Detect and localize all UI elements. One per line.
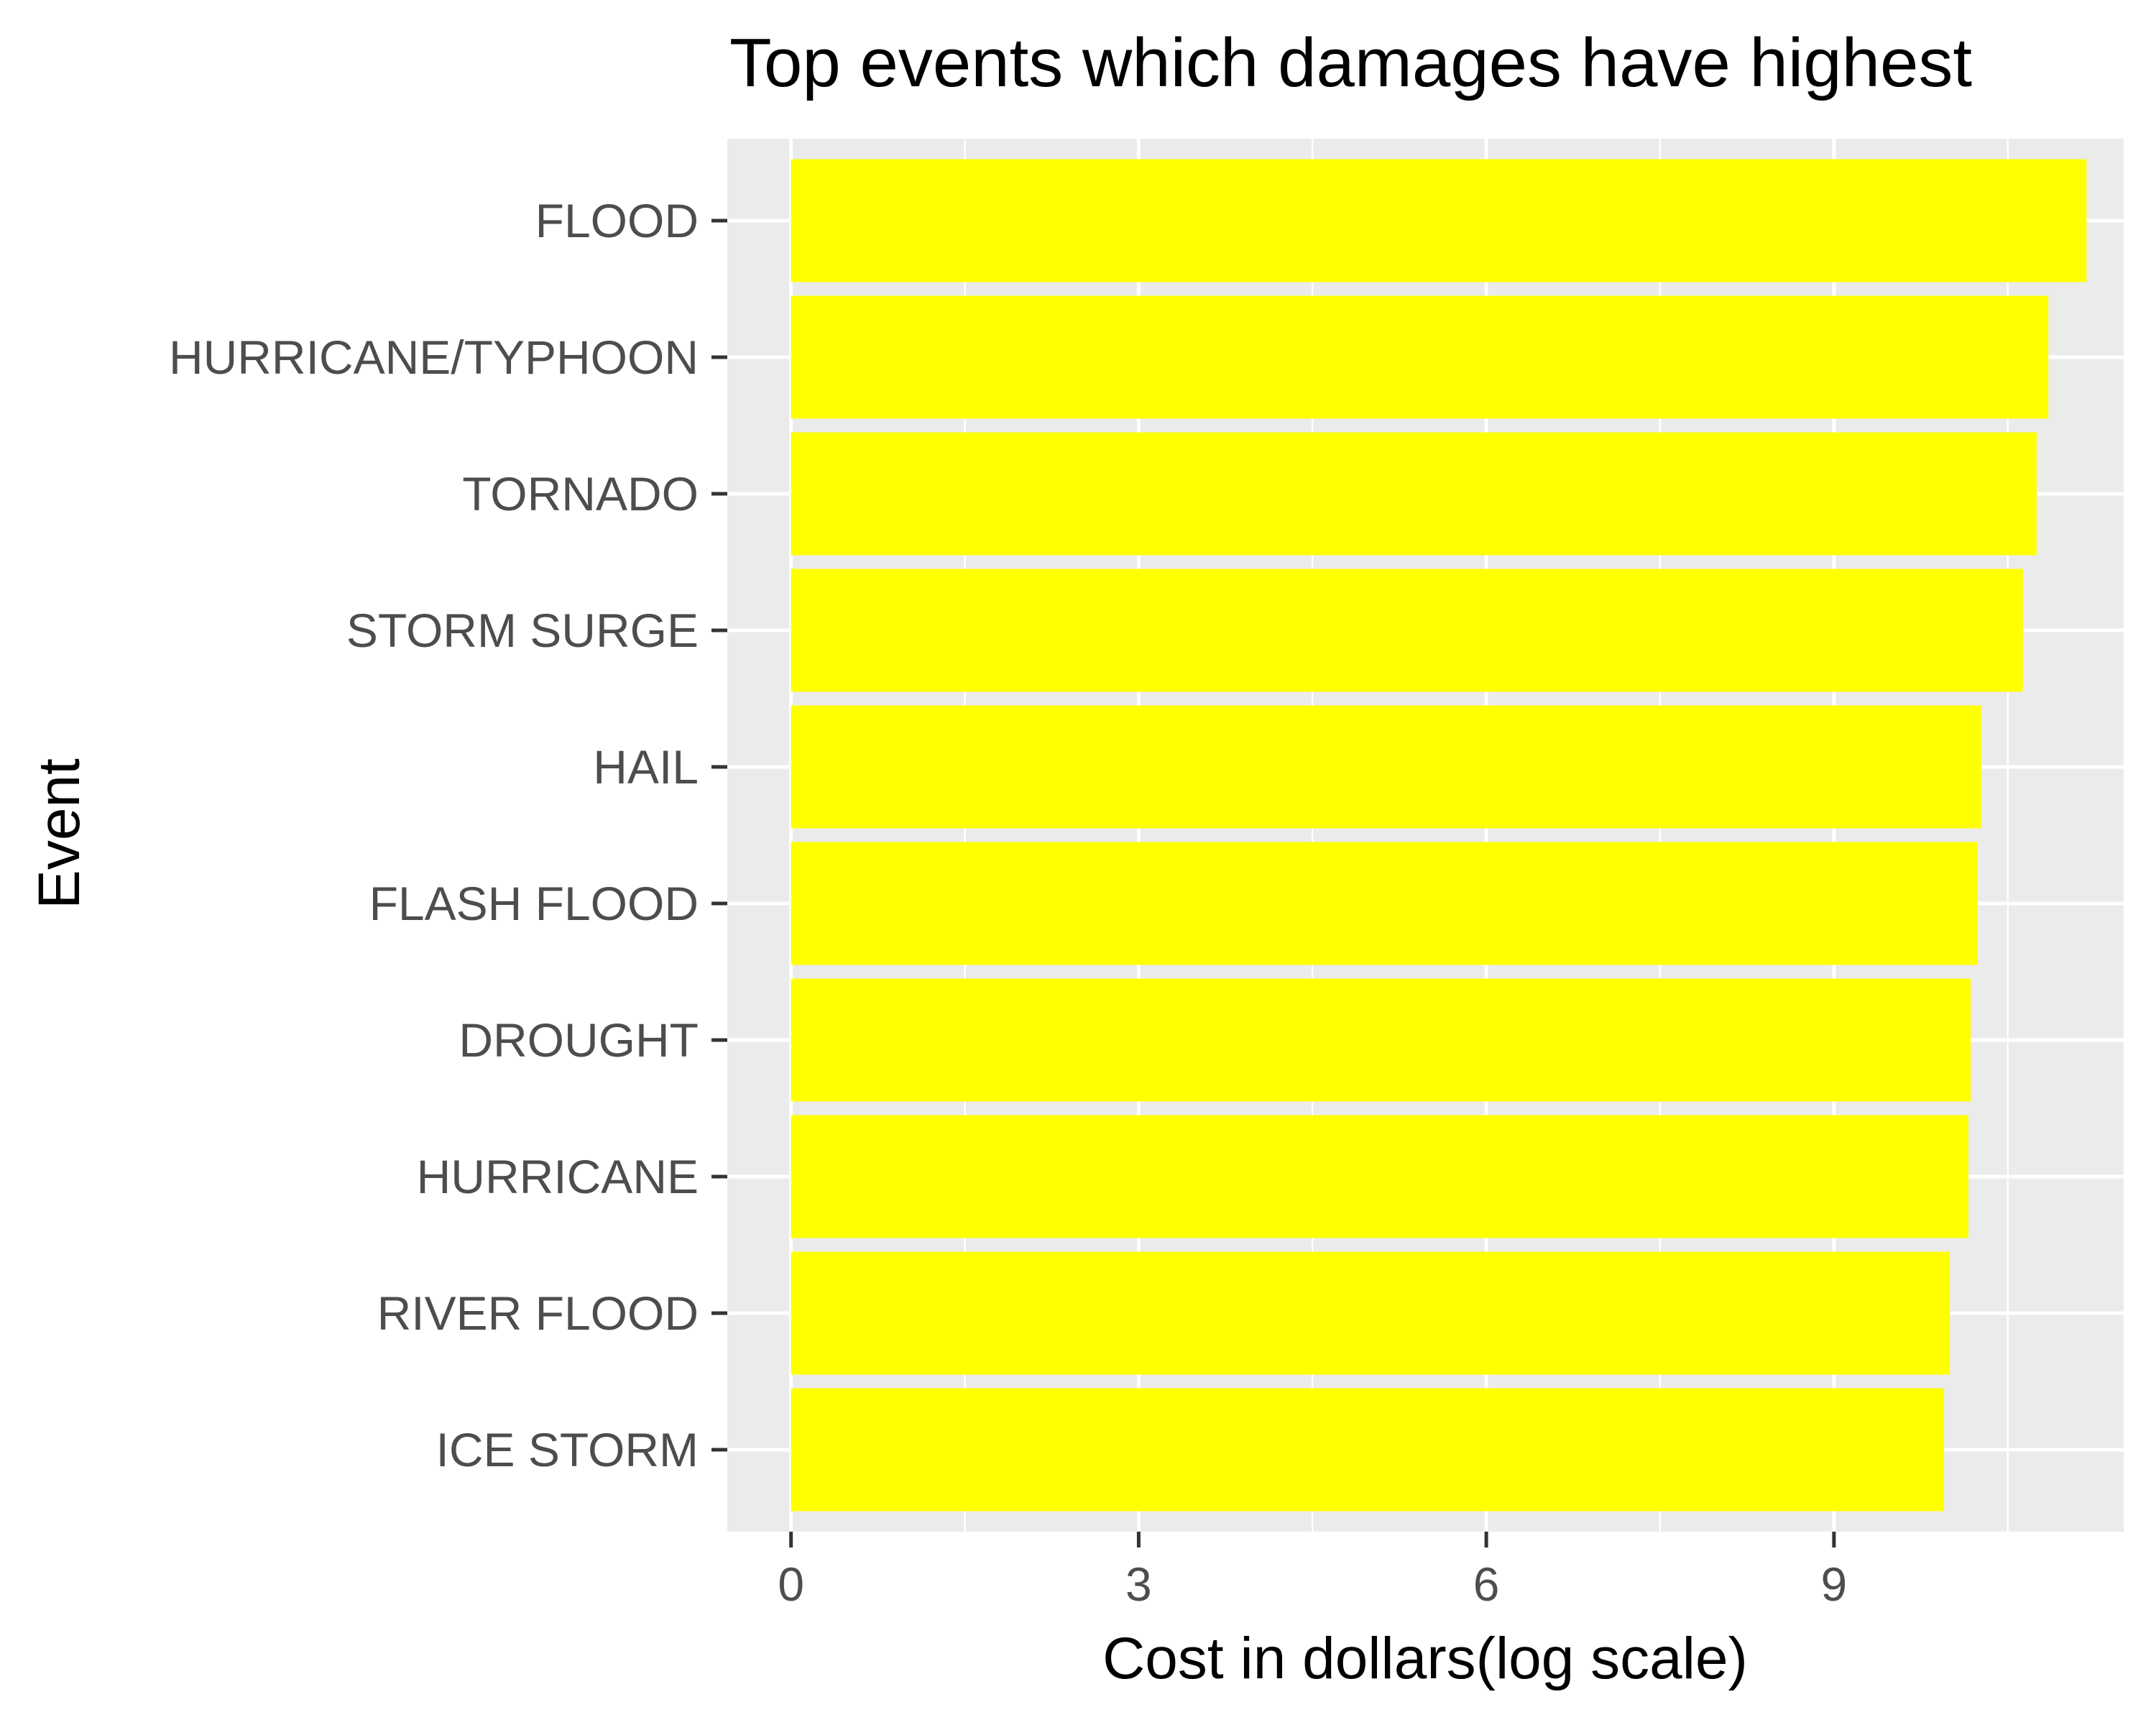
bar	[791, 295, 2049, 419]
y-tick-label: HAIL	[593, 740, 699, 794]
x-axis: 0 3 6 9	[778, 1532, 1847, 1611]
y-tick-label: ICE STORM	[436, 1423, 699, 1476]
chart-title: Top events which damages have highest	[729, 24, 1972, 101]
y-tick-label: DROUGHT	[459, 1013, 699, 1067]
y-tick-label: STORM SURGE	[346, 604, 699, 657]
bars	[791, 159, 2087, 1512]
y-axis: FLOOD HURRICANE/TYPHOON TORNADO STORM SURGE…	[169, 194, 727, 1476]
bar	[791, 1251, 1950, 1375]
y-axis-title: Event	[27, 758, 92, 909]
y-tick-label: HURRICANE	[417, 1150, 699, 1203]
bar	[791, 842, 1978, 965]
bar	[791, 1388, 1945, 1512]
bar	[791, 1115, 1968, 1238]
y-tick-label: RIVER FLOOD	[377, 1287, 699, 1340]
x-tick-label: 9	[1821, 1558, 1848, 1611]
y-tick-label: FLOOD	[535, 194, 699, 247]
y-tick-label: TORNADO	[462, 467, 699, 520]
bar	[791, 432, 2037, 556]
y-tick-label: FLASH FLOOD	[369, 877, 699, 930]
x-tick-label: 3	[1125, 1558, 1152, 1611]
bar	[791, 569, 2023, 692]
x-tick-label: 0	[778, 1558, 804, 1611]
bar	[791, 159, 2087, 282]
x-tick-label: 6	[1473, 1558, 1500, 1611]
x-axis-title: Cost in dollars(log scale)	[1102, 1626, 1748, 1691]
y-tick-label: HURRICANE/TYPHOON	[169, 331, 699, 384]
bar	[791, 978, 1971, 1102]
bar	[791, 705, 1981, 829]
